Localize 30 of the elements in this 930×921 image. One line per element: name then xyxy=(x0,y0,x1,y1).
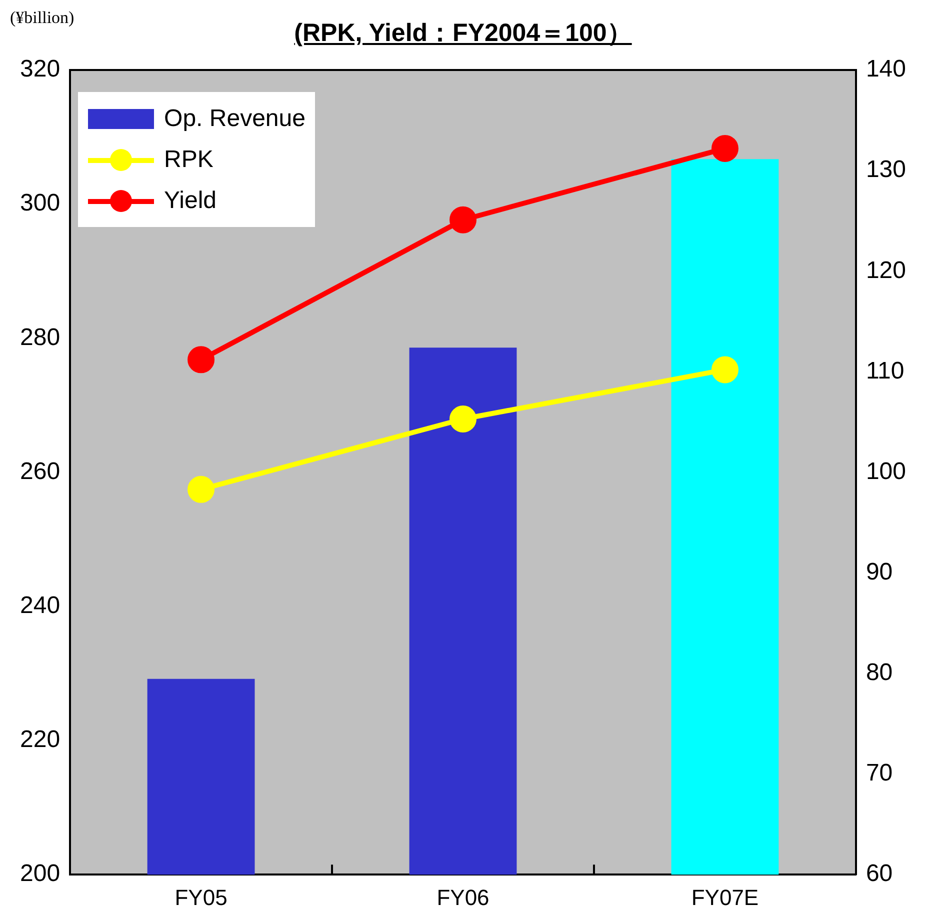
x-tick-label: FY07E xyxy=(691,884,759,910)
legend-label: Yield xyxy=(164,186,217,214)
y-tick-label: 260 xyxy=(20,458,60,485)
point xyxy=(188,476,215,503)
y-tick-label: 320 xyxy=(20,56,60,83)
chart-title: (RPK, Yield：FY2004＝100） xyxy=(294,18,632,49)
y2-tick-label: 110 xyxy=(866,357,904,384)
x-tick-label: FY05 xyxy=(174,884,228,910)
y2-tick-label: 120 xyxy=(866,256,906,284)
y2-tick-label: 90 xyxy=(866,558,893,586)
x-tick-label: FY06 xyxy=(436,884,490,910)
point xyxy=(450,405,476,432)
point xyxy=(711,134,738,162)
legend-label: Op. Revenue xyxy=(164,104,306,132)
y-tick-label: 200 xyxy=(20,860,60,888)
y-tick-label: 220 xyxy=(20,726,60,754)
y-tick-label: 300 xyxy=(20,190,60,217)
point xyxy=(188,346,215,374)
y2-tick-label: 70 xyxy=(866,760,893,787)
y2-tick-label: 100 xyxy=(866,458,906,485)
y-tick-label: 240 xyxy=(20,592,60,620)
y2-tick-label: 80 xyxy=(866,659,893,686)
y2-tick-label: 130 xyxy=(866,156,906,184)
y-axis-title: (¥billion) xyxy=(10,8,74,28)
legend-label: RPK xyxy=(164,146,214,174)
y2-tick-label: 60 xyxy=(866,860,893,888)
point xyxy=(450,206,476,234)
y-tick-label: 280 xyxy=(20,324,60,351)
y2-tick-label: 140 xyxy=(866,56,906,83)
point xyxy=(711,356,738,384)
